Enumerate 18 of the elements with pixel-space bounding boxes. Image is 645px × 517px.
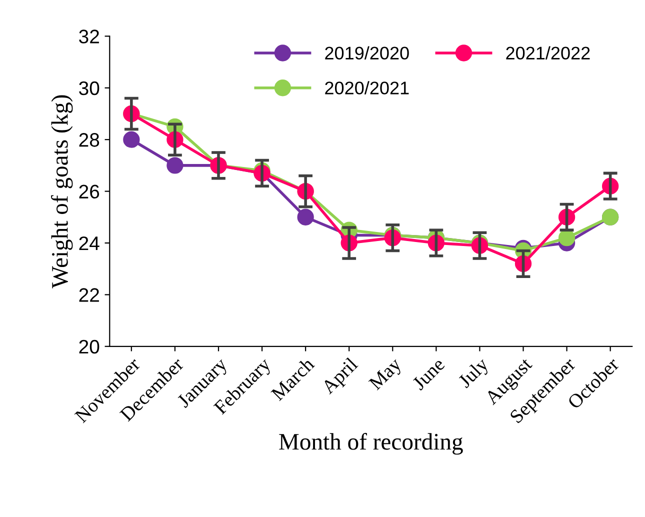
y-axis-title: Weight of goats (kg)	[51, 95, 73, 288]
x-tick-label: July	[457, 356, 492, 392]
legend-label: 2019/2020	[325, 46, 409, 60]
point	[166, 157, 184, 174]
point	[297, 208, 314, 226]
x-tick-label: May	[368, 356, 406, 394]
y-tick-label: 28	[79, 133, 100, 147]
legend-label: 2020/2021	[325, 81, 409, 94]
y-tick-label: 26	[79, 184, 100, 199]
y-tick-label: 30	[79, 81, 100, 96]
x-axis-title: Month of recording	[279, 432, 463, 455]
legend-label: 2021/2022	[506, 46, 590, 60]
y-tick-label: 20	[79, 340, 100, 354]
x-tick-label: June	[412, 357, 446, 391]
point	[123, 131, 140, 148]
y-tick-label: 24	[79, 236, 100, 250]
y-tick-label: 22	[79, 288, 99, 302]
y-tick-label: 32	[79, 30, 99, 44]
